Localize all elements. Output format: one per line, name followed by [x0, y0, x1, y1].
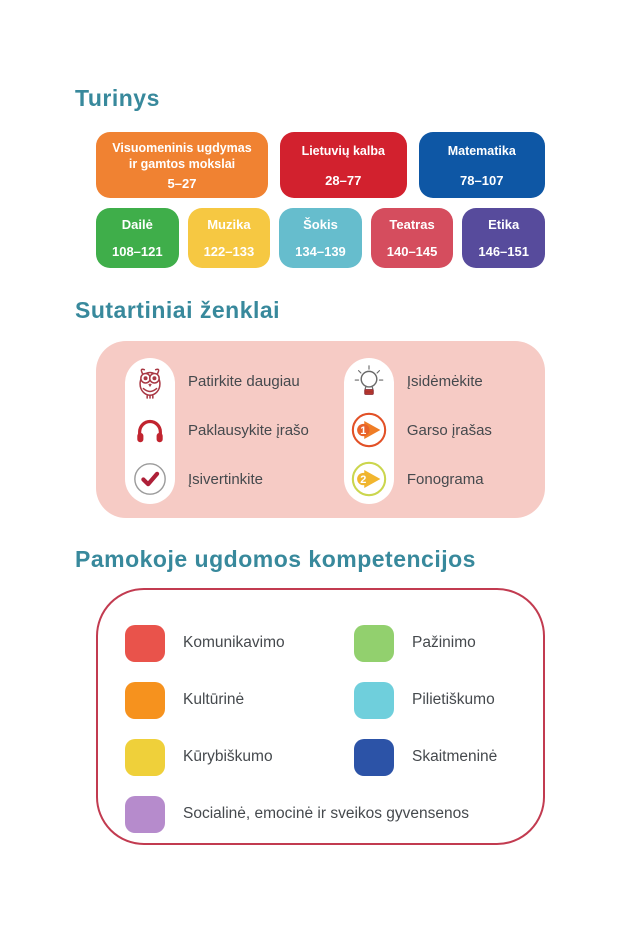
toc-row-2: Dailė 108–121 Muzika 122–133 Šokis 134–1…: [96, 208, 545, 269]
toc-tile-label: Lietuvių kalba: [301, 143, 385, 158]
legend-label: Fonograma: [406, 470, 484, 488]
play-badge-2-icon: 2: [344, 455, 394, 504]
section-title-turinys: Turinys: [75, 85, 160, 111]
toc-tile-pages: 5–27: [167, 175, 197, 191]
competency-item: Pilietiškumo: [354, 672, 543, 729]
toc-tile-etika: Etika 146–151: [462, 208, 545, 269]
section-title-sutartiniai-zenklai: Sutartiniai ženklai: [75, 297, 281, 324]
legend-label: Patirkite daugiau: [188, 373, 300, 391]
competency-color-swatch: [354, 624, 394, 662]
competency-color-swatch: [125, 681, 165, 719]
toc-tile-pages: 122–133: [203, 244, 255, 260]
competency-label: Skaitmeninė: [412, 748, 498, 766]
competency-label: Kultūrinė: [183, 691, 245, 709]
lightbulb-icon: [344, 358, 394, 407]
phonogram-track-number: 2: [360, 474, 366, 486]
toc-tile-label: Muzika: [207, 217, 251, 233]
legend-label: Garso įrašas: [406, 421, 492, 439]
competency-item: Komunikavimo: [125, 615, 354, 672]
headphones-icon: [125, 406, 175, 455]
competency-label: Pilietiškumo: [412, 691, 495, 709]
toc-tile-label: Etika: [488, 217, 520, 233]
play-badge-1-icon: 1: [344, 406, 394, 455]
legend-column-left: Patirkite daugiau Paklausykite įrašo Įsi…: [125, 357, 344, 504]
toc-tile-label: Matematika: [447, 143, 516, 158]
toc-tile-pages: 28–77: [325, 172, 362, 188]
toc-tile-pages: 134–139: [295, 244, 346, 260]
competency-label: Pažinimo: [412, 634, 476, 652]
toc-tile-lietuviu-kalba: Lietuvių kalba 28–77: [280, 132, 407, 199]
toc-row-1: Visuomeninis ugdymas ir gamtos mokslai 5…: [96, 132, 545, 199]
competencies-panel: Komunikavimo Pažinimo Kultūrinė Pilietiš…: [96, 587, 545, 845]
toc-tile-matematika: Matematika 78–107: [418, 132, 545, 199]
toc-tile-pages: 140–145: [386, 244, 438, 260]
toc-tile-daile: Dailė 108–121: [96, 208, 179, 269]
legend-label: Įsivertinkite: [188, 470, 264, 488]
toc-tile-teatras: Teatras 140–145: [370, 208, 454, 269]
toc-tile-pages: 108–121: [111, 244, 163, 260]
check-circle-icon: [125, 455, 175, 504]
competency-item: Skaitmeninė: [354, 729, 543, 786]
competency-item: Kūrybiškumo: [125, 729, 354, 786]
competency-item: Kultūrinė: [125, 672, 354, 729]
competency-color-swatch: [125, 624, 165, 662]
competency-color-swatch: [125, 795, 165, 833]
legend-label: Paklausykite įrašo: [188, 421, 309, 439]
toc-tile-label: Teatras: [389, 217, 435, 233]
toc-tile-label: Dailė: [121, 217, 153, 233]
competency-label: Komunikavimo: [183, 634, 285, 652]
toc-tile-visuomeninis: Visuomeninis ugdymas ir gamtos mokslai 5…: [96, 132, 268, 199]
toc-tile-sokis: Šokis 134–139: [279, 208, 362, 269]
competency-color-swatch: [354, 738, 394, 776]
legend-panel: Patirkite daugiau Paklausykite įrašo Įsi…: [96, 340, 545, 518]
legend-label: Įsidėmėkite: [406, 373, 483, 391]
toc-tile-pages: 146–151: [478, 244, 529, 260]
toc-tile-label: Šokis: [303, 217, 338, 233]
legend-column-right: Įsidėmėkite 1 Garso įrašas 2 Fonogra: [343, 357, 545, 504]
section-title-kompetencijos: Pamokoje ugdomos kompetencijos: [75, 545, 476, 572]
competency-item: Socialinė, emocinė ir sveikos gyvensenos: [125, 786, 543, 843]
competency-color-swatch: [354, 681, 394, 719]
toc-tile-label: Visuomeninis ugdymas ir gamtos mokslai: [112, 141, 252, 172]
audio-track-number: 1: [360, 425, 366, 437]
owl-icon: [125, 358, 175, 407]
toc-tile-muzika: Muzika 122–133: [187, 208, 271, 269]
competency-color-swatch: [125, 738, 165, 776]
competency-label: Kūrybiškumo: [183, 748, 273, 766]
toc-tile-pages: 78–107: [460, 172, 504, 188]
competency-item: Pažinimo: [354, 615, 543, 672]
competency-label: Socialinė, emocinė ir sveikos gyvensenos: [183, 805, 470, 823]
